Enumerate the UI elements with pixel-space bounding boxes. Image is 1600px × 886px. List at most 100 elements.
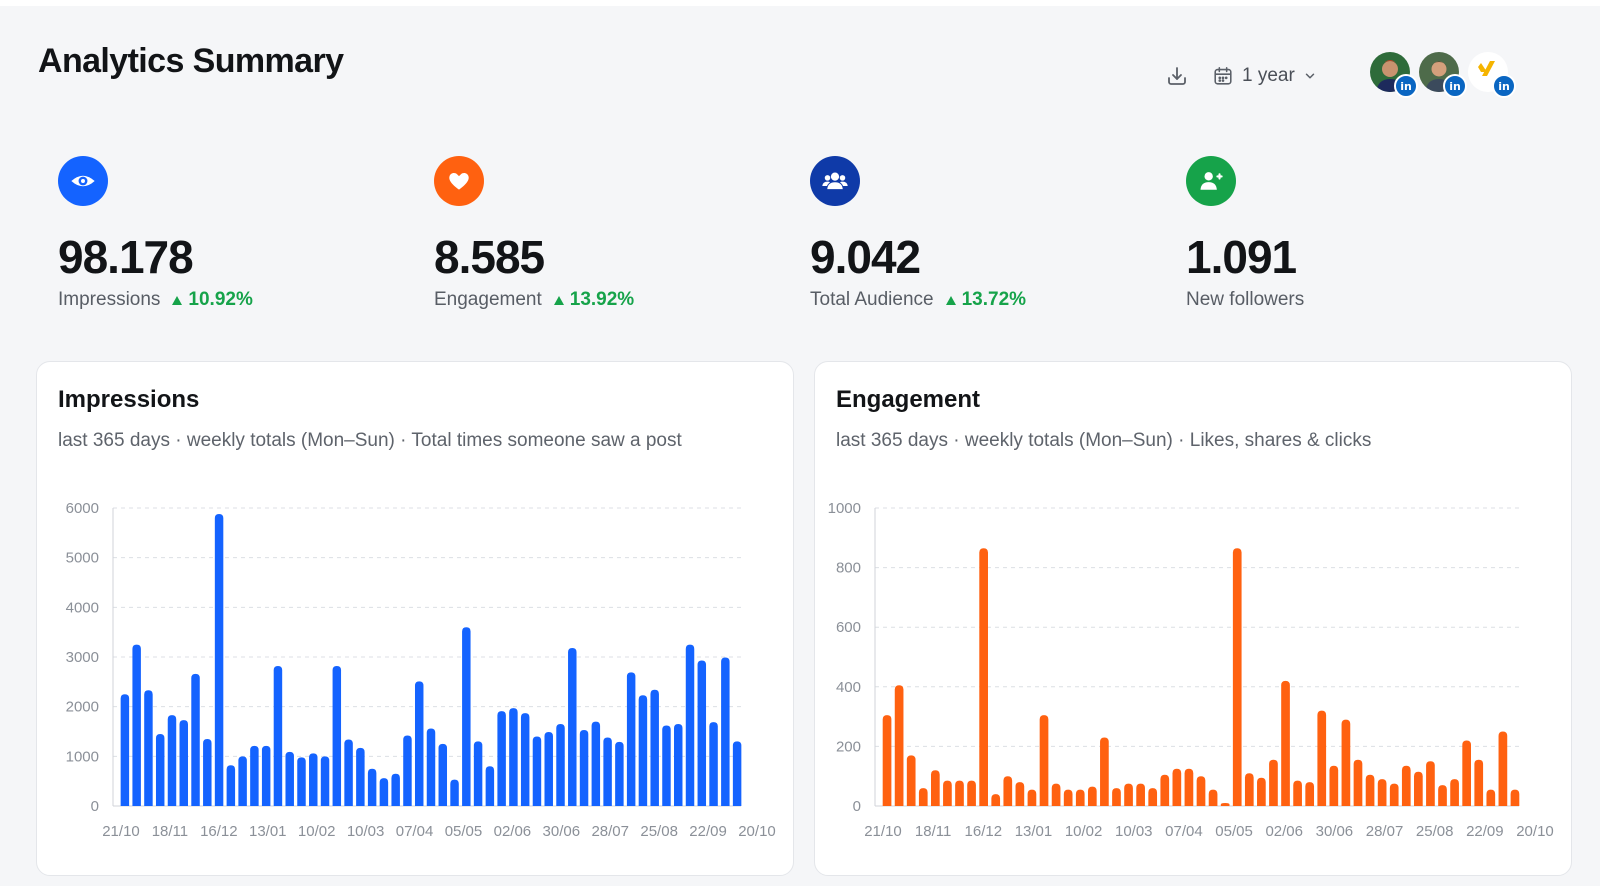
bar[interactable]: [1196, 776, 1206, 806]
bar[interactable]: [120, 694, 130, 806]
bar[interactable]: [685, 644, 695, 806]
bar[interactable]: [1389, 783, 1399, 806]
bar[interactable]: [1208, 789, 1218, 806]
bar[interactable]: [438, 743, 448, 806]
bar[interactable]: [603, 737, 612, 806]
bar[interactable]: [556, 724, 565, 806]
bar[interactable]: [1075, 789, 1085, 806]
bar[interactable]: [132, 644, 141, 806]
bar[interactable]: [615, 741, 624, 806]
bar[interactable]: [1462, 740, 1472, 806]
bar[interactable]: [391, 773, 400, 806]
bar[interactable]: [1148, 788, 1158, 806]
bar[interactable]: [1365, 774, 1375, 806]
bar[interactable]: [1039, 715, 1049, 806]
bar[interactable]: [1112, 788, 1121, 806]
bar[interactable]: [732, 741, 742, 806]
bar[interactable]: [1100, 737, 1109, 806]
bar[interactable]: [1377, 779, 1387, 806]
bar[interactable]: [943, 780, 952, 806]
bar[interactable]: [414, 681, 424, 806]
bar[interactable]: [930, 770, 940, 806]
bar[interactable]: [1051, 783, 1061, 806]
account-avatar-3[interactable]: in: [1468, 52, 1516, 98]
bar[interactable]: [520, 713, 530, 806]
bar[interactable]: [1269, 759, 1278, 806]
bar[interactable]: [697, 660, 707, 806]
bar[interactable]: [167, 715, 177, 806]
bar[interactable]: [426, 728, 436, 806]
bar[interactable]: [709, 722, 718, 806]
download-button[interactable]: [1160, 59, 1194, 93]
bar[interactable]: [532, 736, 542, 806]
bar[interactable]: [1305, 782, 1315, 806]
bar[interactable]: [544, 731, 553, 806]
bar[interactable]: [320, 756, 330, 806]
bar[interactable]: [918, 788, 928, 806]
bar[interactable]: [273, 665, 283, 806]
bar[interactable]: [509, 708, 518, 806]
bar[interactable]: [367, 768, 377, 806]
bar[interactable]: [991, 794, 1001, 806]
bar[interactable]: [1486, 789, 1496, 806]
bar[interactable]: [1184, 768, 1194, 806]
bar[interactable]: [203, 738, 212, 806]
bar[interactable]: [379, 778, 389, 806]
bar[interactable]: [1232, 548, 1242, 806]
bar[interactable]: [591, 721, 601, 806]
bar[interactable]: [261, 745, 271, 806]
bar[interactable]: [1087, 786, 1097, 806]
bar[interactable]: [1474, 759, 1484, 806]
bar[interactable]: [568, 648, 577, 806]
bar[interactable]: [1063, 789, 1073, 806]
account-avatar-1[interactable]: in: [1370, 52, 1418, 98]
bar[interactable]: [250, 745, 259, 806]
bar[interactable]: [309, 753, 318, 806]
bar[interactable]: [674, 724, 683, 806]
bar[interactable]: [450, 779, 459, 806]
bar[interactable]: [979, 548, 988, 806]
bar[interactable]: [1124, 783, 1133, 806]
bar[interactable]: [462, 627, 471, 806]
bar[interactable]: [179, 720, 188, 806]
bar[interactable]: [662, 725, 671, 806]
bar[interactable]: [1353, 759, 1363, 806]
bar[interactable]: [497, 711, 506, 806]
bar[interactable]: [1414, 771, 1423, 806]
bar[interactable]: [579, 730, 589, 806]
bar[interactable]: [721, 657, 730, 806]
bar[interactable]: [238, 756, 247, 806]
account-avatar-2[interactable]: in: [1419, 52, 1467, 98]
bar[interactable]: [1003, 776, 1013, 806]
bar[interactable]: [1281, 680, 1290, 806]
bar[interactable]: [955, 780, 964, 806]
bar[interactable]: [1027, 789, 1037, 806]
bar[interactable]: [297, 757, 306, 806]
bar[interactable]: [485, 766, 495, 806]
bar[interactable]: [473, 741, 483, 806]
bar[interactable]: [1498, 731, 1508, 807]
bar[interactable]: [650, 689, 659, 806]
date-range-select[interactable]: 1 year: [1212, 65, 1317, 87]
bar[interactable]: [1015, 782, 1025, 806]
bar[interactable]: [894, 685, 904, 806]
bar[interactable]: [882, 715, 892, 806]
bar[interactable]: [226, 765, 236, 806]
bar[interactable]: [344, 739, 353, 806]
bar[interactable]: [1401, 765, 1411, 806]
bar[interactable]: [1160, 774, 1170, 806]
bar[interactable]: [356, 747, 365, 806]
bar[interactable]: [1317, 710, 1327, 806]
bar[interactable]: [1510, 789, 1520, 806]
bar[interactable]: [1329, 765, 1339, 806]
bar[interactable]: [967, 780, 976, 806]
bar[interactable]: [214, 513, 224, 806]
bar[interactable]: [1450, 779, 1459, 806]
bar[interactable]: [1438, 785, 1447, 806]
bar[interactable]: [403, 735, 412, 806]
bar[interactable]: [332, 665, 342, 806]
bar[interactable]: [144, 690, 153, 806]
bar[interactable]: [638, 695, 648, 806]
bar[interactable]: [1257, 777, 1266, 806]
bar[interactable]: [1220, 803, 1230, 806]
